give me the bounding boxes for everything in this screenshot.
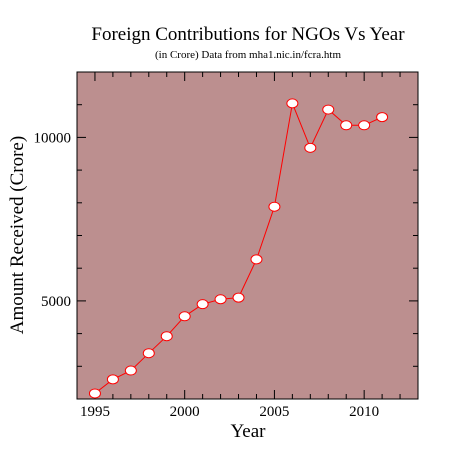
x-axis-label: Year (230, 421, 266, 442)
data-points (88, 98, 389, 399)
x-tick-label: 2000 (170, 404, 200, 420)
data-point (304, 142, 317, 153)
data-point (160, 331, 173, 342)
data-point (88, 388, 101, 399)
data-point (358, 120, 371, 131)
y-tick-label: 5000 (41, 294, 71, 310)
data-point (340, 120, 353, 131)
data-point (142, 348, 155, 359)
data-point (106, 374, 119, 385)
data-point (124, 365, 137, 376)
data-point (250, 254, 263, 265)
data-point (214, 294, 227, 305)
axis-ticks (76, 71, 419, 400)
data-point (178, 311, 191, 322)
y-tick-label: 10000 (34, 130, 72, 146)
chart-subtitle: (in Crore) Data from mha1.nic.in/fcra.ht… (155, 49, 341, 61)
x-tick-label: 1995 (80, 404, 110, 420)
data-point (376, 112, 389, 123)
data-point (322, 104, 335, 115)
y-axis-label: Amount Received (Crore) (7, 136, 28, 334)
x-tick-label: 2005 (259, 404, 289, 420)
data-point (268, 201, 281, 212)
data-point (232, 292, 245, 303)
chart-title: Foreign Contributions for NGOs Vs Year (91, 24, 405, 45)
x-tick-label: 2010 (349, 404, 379, 420)
data-point (196, 299, 209, 310)
data-point (286, 98, 299, 109)
tick-labels: 1995 2000 2005 2010 5000 10000 (34, 130, 380, 420)
